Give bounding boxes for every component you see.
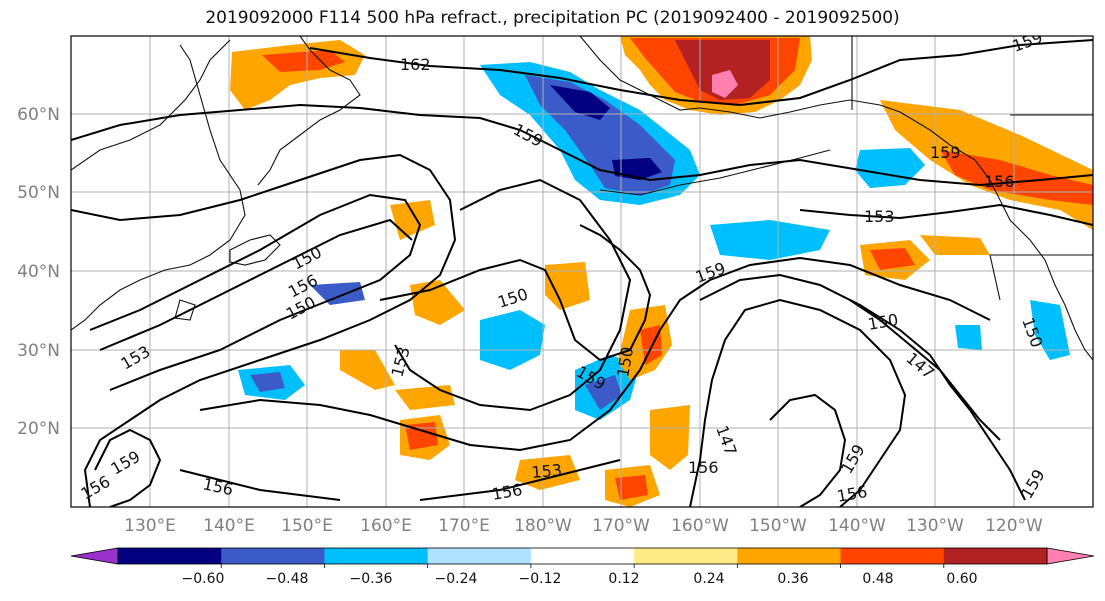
contour-153-wave (99, 218, 413, 351)
contour-label: 156 (688, 458, 719, 477)
contour-label: 156 (984, 172, 1015, 191)
precip-blob-alaska-max (675, 40, 770, 100)
colorbar-tick-label: 0.36 (777, 571, 808, 587)
lon-label: 170°E (438, 516, 490, 536)
colorbar-tick-label: −0.24 (435, 571, 478, 587)
contour-label: 162 (400, 55, 431, 74)
contour-150-central (379, 224, 652, 362)
lon-label: 140°E (203, 516, 255, 536)
precip-blob-midpac-neg3 (710, 220, 830, 260)
precip-blob-midpac-neg1 (480, 310, 545, 370)
colorbar-tick-label: 0.24 (693, 571, 724, 587)
precip-blob-kamchatka-core (262, 50, 345, 72)
colorbar (70, 547, 1095, 568)
map-area: 162 159 159 156 153 150 156 150 150 159 … (71, 36, 1093, 507)
contour-156-swirl (769, 393, 847, 507)
precip-blob-midpac-neg2b (585, 375, 622, 410)
colorbar-frame (117, 547, 1048, 565)
colorbar-segment (737, 548, 842, 564)
precip-blob-epac-pos1c (870, 248, 915, 270)
colorbar-tick-label: −0.36 (350, 571, 393, 587)
contour-159-east (699, 273, 1026, 501)
coast-aleutians (599, 149, 831, 196)
precip-blob-midpac-pos4 (545, 262, 590, 310)
colorbar-tick-label: 0.60 (946, 571, 977, 587)
precip-blob-midpac-pos2 (650, 405, 690, 470)
lat-label: 50°N (17, 183, 60, 203)
longitude-labels: 130°E 140°E 150°E 160°E 170°E 180°W 170°… (124, 516, 1043, 536)
precip-blob-wpac-neg2 (310, 282, 365, 305)
contour-156-lower (419, 459, 621, 501)
map-frame (70, 35, 1094, 508)
lon-label: 160°W (671, 516, 729, 536)
contour-153-north (799, 203, 1093, 226)
colorbar-segment (324, 548, 429, 564)
coast-border (851, 36, 1093, 301)
precip-blob-bering-core (550, 85, 662, 180)
colorbar-tick-label: −0.48 (266, 571, 309, 587)
graticule (71, 36, 1093, 507)
contour-156-east (689, 298, 907, 507)
colorbar-tick-label: 0.12 (608, 571, 639, 587)
refractivity-contours (71, 39, 1093, 507)
coast-japan (174, 234, 281, 321)
latitude-labels: 60°N 50°N 40°N 30°N 20°N (17, 105, 60, 439)
figure-title: 2019092000 F114 500 hPa refract., precip… (205, 8, 900, 28)
colorbar-segment (943, 548, 1048, 564)
contour-156-south (199, 256, 991, 452)
precip-blob-wpac-pos5 (395, 385, 455, 410)
lon-label: 150°W (749, 516, 807, 536)
colorbar-segment (634, 548, 738, 564)
contour-156-sw (179, 469, 341, 501)
colorbar-segment (530, 548, 635, 564)
precip-blob-epac-neg2 (955, 325, 982, 350)
colorbar-tick-label: 0.48 (862, 571, 893, 587)
lon-label: 170°W (592, 516, 650, 536)
contour-label: 153 (864, 207, 895, 226)
lon-label: 150°E (281, 516, 333, 536)
colorbar-tick-labels: −0.60 −0.48 −0.36 −0.24 −0.12 0.12 0.24 … (182, 571, 978, 587)
coast-kamchatka (257, 36, 361, 186)
contour-159-sw (94, 428, 162, 507)
precip-blob-midpac-pos3c (615, 475, 648, 500)
precip-blob-epac-pos2 (920, 235, 990, 255)
contour-156-outer (71, 153, 457, 507)
contour-159-north (71, 103, 1093, 187)
colorbar-tick-label: −0.60 (182, 571, 225, 587)
lon-label: 180°W (514, 516, 572, 536)
precip-blob-wpac-pos2 (340, 350, 395, 390)
lon-label: 160°E (360, 516, 412, 536)
coastlines (71, 36, 1093, 361)
lat-label: 60°N (17, 105, 60, 125)
colorbar-segment (118, 548, 222, 564)
lon-label: 130°E (124, 516, 176, 536)
colorbar-extend-min (70, 547, 119, 565)
colorbar-segment (840, 548, 945, 564)
contour-label: 153 (531, 460, 563, 482)
lon-label: 120°W (985, 516, 1043, 536)
colorbar-extend-max (1046, 547, 1095, 565)
coast-alaska (579, 36, 1093, 361)
contour-150-inner (89, 193, 422, 391)
lat-label: 20°N (17, 419, 60, 439)
lat-label: 30°N (17, 341, 60, 361)
contour-159-central (394, 178, 632, 412)
lon-label: 130°W (906, 516, 964, 536)
precip-blob-epac-neg1 (1030, 300, 1070, 360)
colorbar-segment (427, 548, 532, 564)
lon-label: 140°W (828, 516, 886, 536)
precipitation-shading (230, 36, 1093, 507)
colorbar-tick-label: −0.12 (519, 571, 562, 587)
precip-blob-wpac-neg1c (250, 372, 285, 392)
colorbar-segment (221, 548, 325, 564)
contour-162 (309, 39, 1093, 107)
lat-label: 40°N (17, 262, 60, 282)
precip-blob-alaska-peak (712, 70, 738, 98)
contour-label: 159 (930, 143, 961, 162)
